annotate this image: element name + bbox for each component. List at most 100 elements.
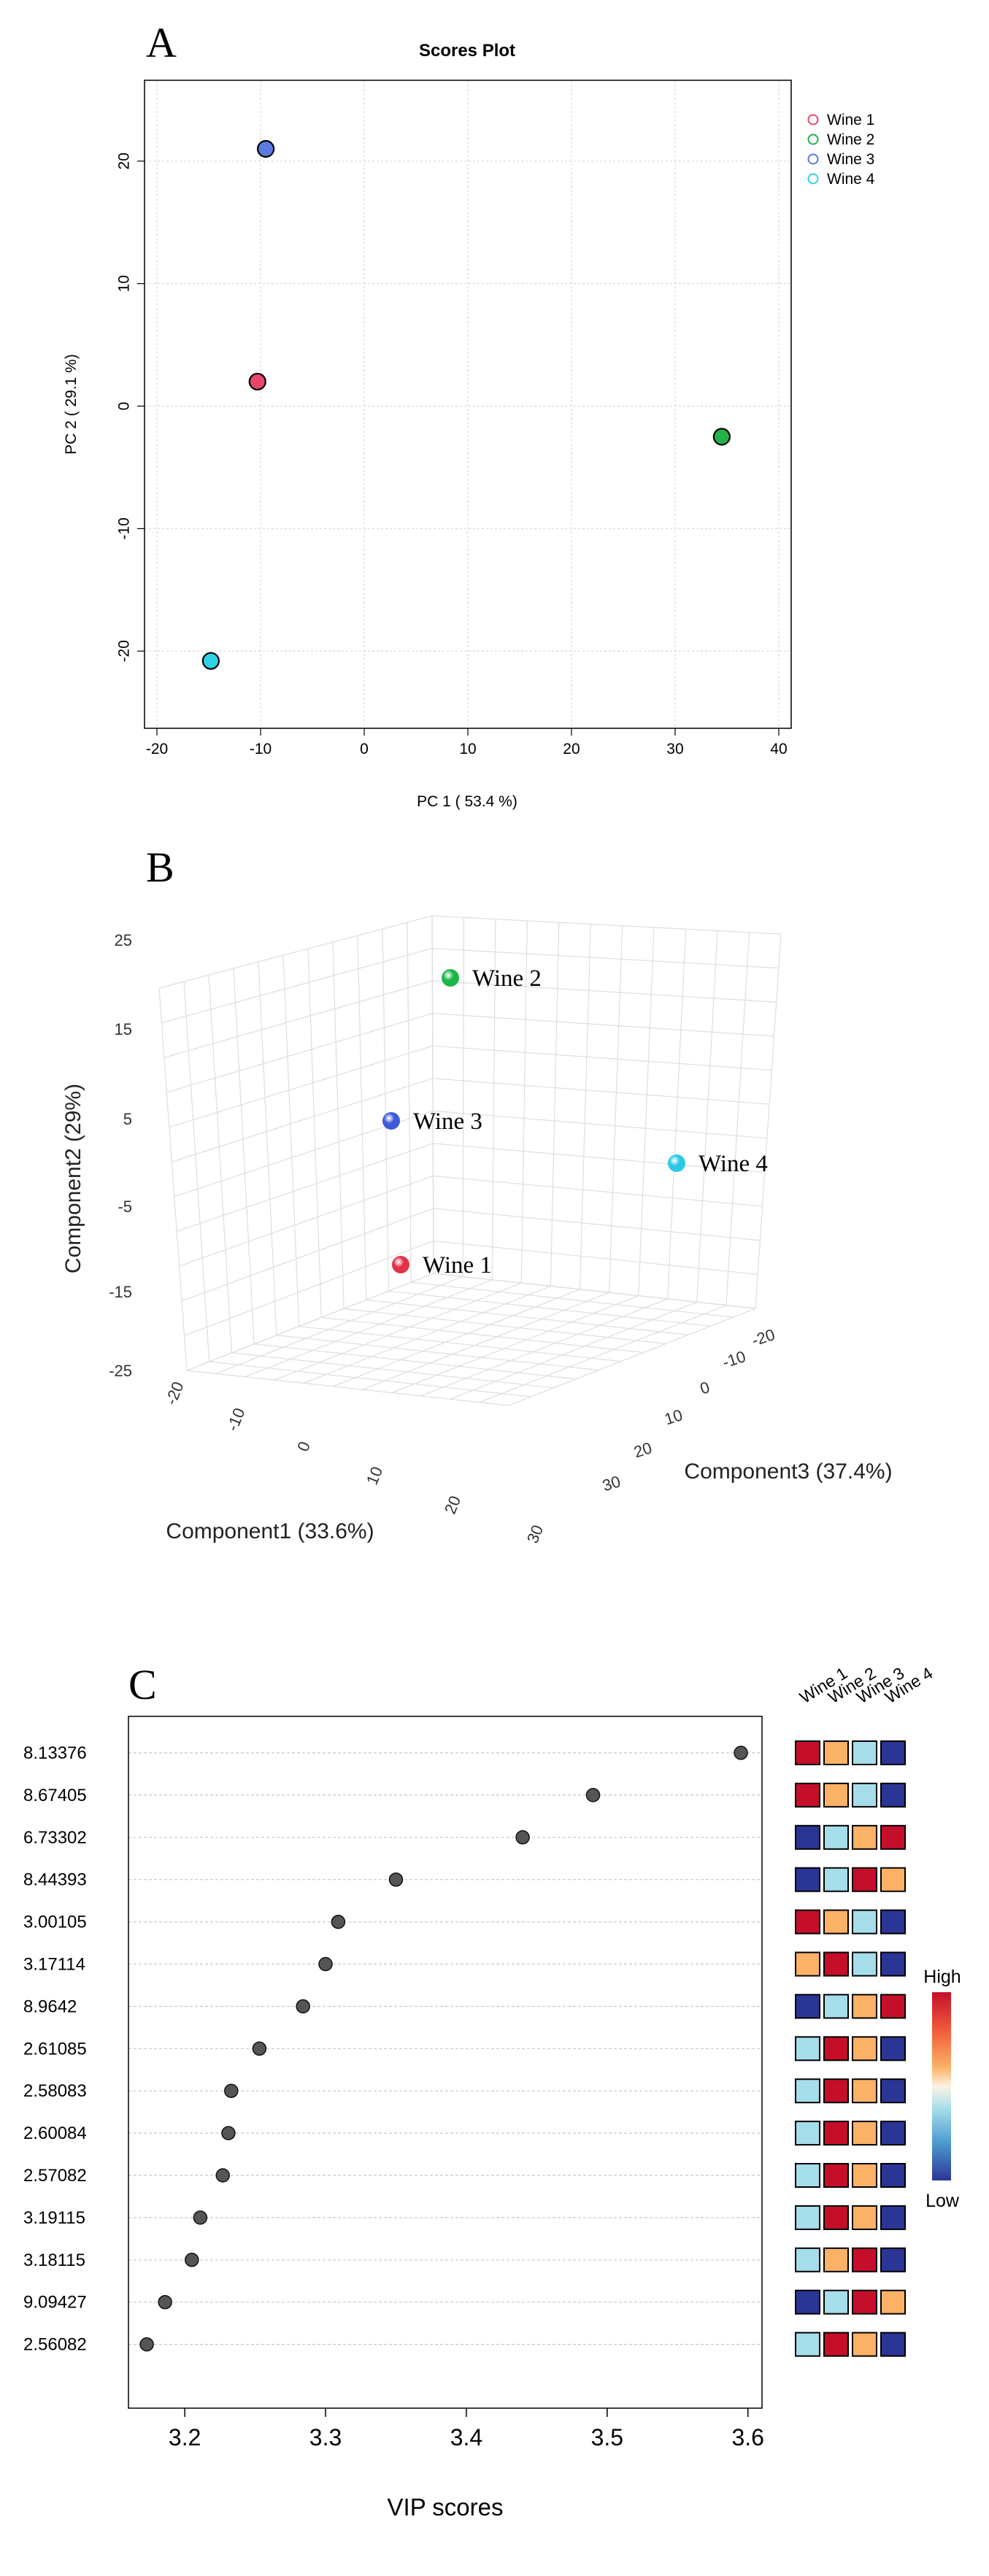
data-points: [201, 139, 731, 670]
gridline: [433, 1273, 756, 1309]
legend: Wine 1 Wine 2 Wine 3 Wine 4: [807, 112, 875, 188]
heatmap-cell: [880, 1951, 906, 1977]
feature-label: 2.56082: [23, 2335, 87, 2355]
vip-point: [296, 1999, 310, 2014]
feature-label: 3.00105: [23, 1913, 87, 1932]
vip-point: [224, 2083, 239, 2098]
feature-label: 6.73302: [23, 1828, 87, 1848]
gridline: [163, 980, 433, 1058]
gridline: [433, 1240, 758, 1275]
z-tick-label: 30: [600, 1472, 623, 1495]
gridline: [432, 1013, 774, 1037]
x-tick-label: 30: [666, 741, 683, 757]
y-tick-label: 10: [116, 275, 133, 292]
z-tick-label: 0: [698, 1378, 712, 1398]
y-axis-label: PC 2 ( 29.1 %): [63, 354, 80, 455]
x-tick-label: -20: [162, 1379, 188, 1408]
feature-label: 2.57082: [23, 2166, 87, 2186]
gridlines: [145, 80, 791, 728]
heatmap-cells: [795, 1740, 906, 2357]
gridline: [186, 1370, 509, 1406]
y-tick-label: 0: [116, 402, 133, 411]
panel-letter-a: A: [146, 19, 177, 66]
point-wine-2: [442, 969, 459, 987]
x-tick-label: 0: [293, 1439, 314, 1454]
gridline: [215, 1276, 463, 1374]
point-wine-3: [382, 1112, 400, 1130]
legend-label: Wine 4: [827, 171, 875, 188]
3d-gridlines: [158, 915, 782, 1406]
heatmap-cell: [795, 1740, 820, 1765]
legend-marker: [807, 114, 819, 126]
heatmap-cell: [880, 2121, 906, 2146]
heatmap-cell: [852, 2163, 877, 2188]
heatmap-cell: [795, 1867, 820, 1892]
point-label: Wine 2: [472, 965, 542, 992]
vip-point: [139, 2337, 154, 2352]
vip-point: [215, 2168, 230, 2183]
legend-label: Wine 3: [827, 151, 874, 168]
heatmap-cell: [852, 2289, 877, 2315]
gridline: [491, 919, 496, 1280]
point-label: Wine 1: [423, 1252, 492, 1279]
vip-point: [185, 2253, 199, 2267]
plot-border: [128, 1716, 763, 2409]
feature-label: 8.44393: [23, 1870, 87, 1890]
heatmap-cell: [823, 1867, 849, 1892]
point-wine-2: [712, 428, 731, 446]
gridline: [209, 1361, 531, 1397]
gridline: [181, 1208, 434, 1302]
gridline: [321, 1316, 644, 1354]
heatmap-cell: [795, 2247, 820, 2272]
heatmap-cell: [880, 2332, 906, 2357]
chart-title: Scores Plot: [419, 41, 515, 61]
x-tick-label: -10: [223, 1405, 249, 1434]
gridline: [432, 947, 779, 969]
x-tick-label: 3.5: [591, 2424, 623, 2450]
feature-label: 9.09427: [23, 2293, 87, 2313]
y-tick-label: -10: [116, 517, 133, 539]
gridline: [431, 915, 434, 1274]
heatmap-cell: [880, 1994, 906, 2019]
heatmap-cell: [880, 2036, 906, 2062]
color-scale-bar: [932, 1992, 951, 2180]
gridline: [172, 1078, 434, 1162]
z-tick-label: 20: [631, 1438, 654, 1461]
heatmap-cell: [823, 2247, 849, 2272]
heatmap-cell: [795, 2036, 820, 2062]
x-tick-label: 10: [459, 741, 476, 757]
gridline: [161, 947, 433, 1024]
gridline: [158, 987, 188, 1371]
gridline: [433, 1208, 761, 1241]
feature-label: 8.13376: [23, 1743, 87, 1763]
heatmap-cell: [852, 1824, 877, 1850]
panel-c-vip-scores: C 8.13376 8.67405 6.73302 8.44393 3.00105 3.1…: [23, 1661, 961, 2521]
color-scale-high-label: High: [923, 1967, 961, 1987]
x-tick-label: 3.2: [169, 2424, 201, 2450]
heatmap-cell: [823, 2121, 849, 2146]
gridline: [274, 1282, 522, 1381]
x-tick-label: 20: [441, 1493, 464, 1516]
gridline: [520, 920, 528, 1284]
z-tick-label: -10: [720, 1347, 748, 1372]
x-tick-label: 3.6: [731, 2424, 763, 2450]
vip-point: [252, 2041, 267, 2056]
legend-label: Wine 1: [827, 112, 874, 128]
gridline: [276, 1335, 599, 1371]
heatmap-cell: [823, 2163, 849, 2188]
heatmap-cell: [852, 1994, 877, 2019]
gridline: [282, 955, 300, 1327]
gridline: [638, 927, 655, 1296]
x-tick-label: 40: [770, 741, 787, 757]
gridline: [420, 1298, 668, 1397]
heatmap-cell: [880, 1824, 906, 1850]
legend-label: Wine 2: [827, 131, 874, 148]
gridline: [183, 981, 210, 1362]
z-tick-label: -20: [750, 1325, 777, 1350]
feature-labels: 8.13376 8.67405 6.73302 8.44393 3.00105 3.171…: [23, 1743, 87, 2355]
heatmap-cell: [880, 1782, 906, 1808]
point-wine-1: [392, 1256, 409, 1273]
gridline: [433, 1110, 767, 1139]
gridline: [432, 1078, 770, 1105]
